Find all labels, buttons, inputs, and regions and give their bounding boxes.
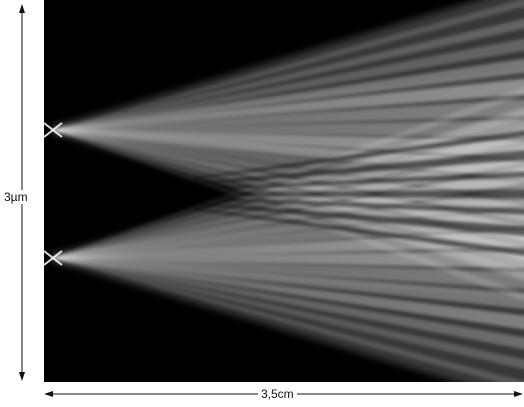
beam-fringe [54, 18, 524, 131]
beam-fringe [54, 257, 524, 370]
dark-fringe-layer [194, 130, 524, 256]
interference-pattern-graphic [44, 0, 524, 382]
beam-fringe [54, 99, 524, 131]
beam-fringe [54, 58, 524, 131]
beam-fringe [194, 171, 524, 190]
beam-fringe [54, 257, 524, 289]
beam-fringe [54, 38, 524, 131]
beam-fringe [194, 208, 524, 256]
beam-fringe [194, 202, 524, 237]
beam-fringe [54, 87, 524, 259]
beam-fringe [54, 78, 524, 131]
horizontal-scale: 3,5cm [44, 382, 524, 402]
beam-fringe [194, 197, 524, 215]
beam-fringe [194, 130, 524, 180]
beam-fringe [194, 189, 524, 199]
beam-fringe [54, 257, 524, 330]
beam-fringe [54, 257, 524, 382]
vertical-scale: 3µm [0, 0, 44, 382]
beam-fringe [54, 257, 524, 310]
interference-pattern-image [44, 0, 524, 382]
beam-fringe [54, 107, 524, 259]
beam-fringe [54, 250, 524, 269]
beam-fringe [194, 150, 524, 185]
source-cross-line [44, 250, 63, 266]
beam-fringe [54, 257, 524, 350]
horizontal-scale-label: 3,5cm [258, 387, 297, 401]
source-cross-line [44, 122, 63, 138]
vertical-scale-label: 3µm [3, 190, 29, 204]
beam-sources [44, 122, 63, 266]
beam-fringe [54, 0, 524, 131]
